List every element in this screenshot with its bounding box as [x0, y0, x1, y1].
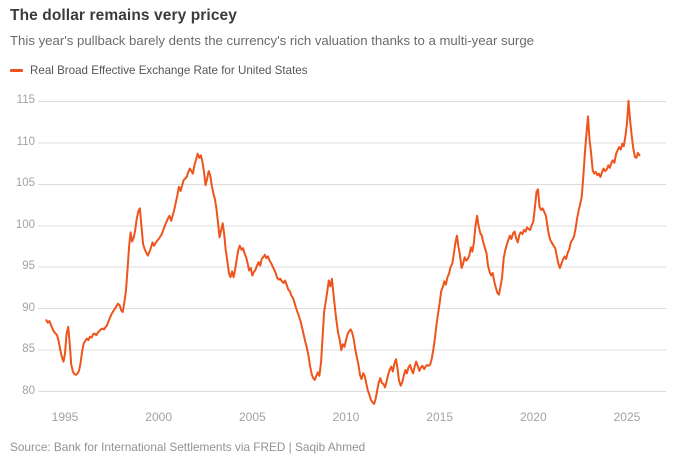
y-axis-tick-label: 100 [15, 218, 35, 231]
x-axis-tick-label: 1995 [51, 410, 79, 424]
y-axis-tick-label: 80 [22, 384, 35, 397]
chart-subtitle: This year's pullback barely dents the cu… [10, 33, 534, 48]
x-axis-tick-label: 2010 [332, 410, 360, 424]
chart-title: The dollar remains very pricey [10, 7, 237, 24]
legend-line-swatch [10, 69, 23, 72]
y-axis-tick-label: 85 [22, 343, 35, 356]
y-axis-tick-label: 105 [15, 177, 35, 190]
y-axis-tick-label: 95 [22, 260, 35, 273]
legend-label: Real Broad Effective Exchange Rate for U… [30, 64, 308, 77]
data-line [45, 99, 641, 405]
y-axis-tick-label: 90 [22, 301, 35, 314]
x-axis-tick-label: 2005 [238, 410, 266, 424]
x-axis-tick-label: 2020 [519, 410, 547, 424]
x-axis-tick-label: 2000 [145, 410, 172, 424]
line-chart [38, 99, 666, 405]
x-axis-tick-label: 2015 [426, 410, 453, 424]
plot-area: 80 85 90 95 100 105 110 115 1995 2000 2005 2010 2015… [0, 88, 673, 433]
x-axis-tick-label: 2025 [613, 410, 641, 424]
y-axis-tick-label: 115 [16, 94, 35, 107]
y-axis-tick-label: 110 [16, 135, 35, 148]
legend: Real Broad Effective Exchange Rate for U… [10, 64, 308, 77]
source-note: Source: Bank for International Settlemen… [10, 440, 366, 454]
